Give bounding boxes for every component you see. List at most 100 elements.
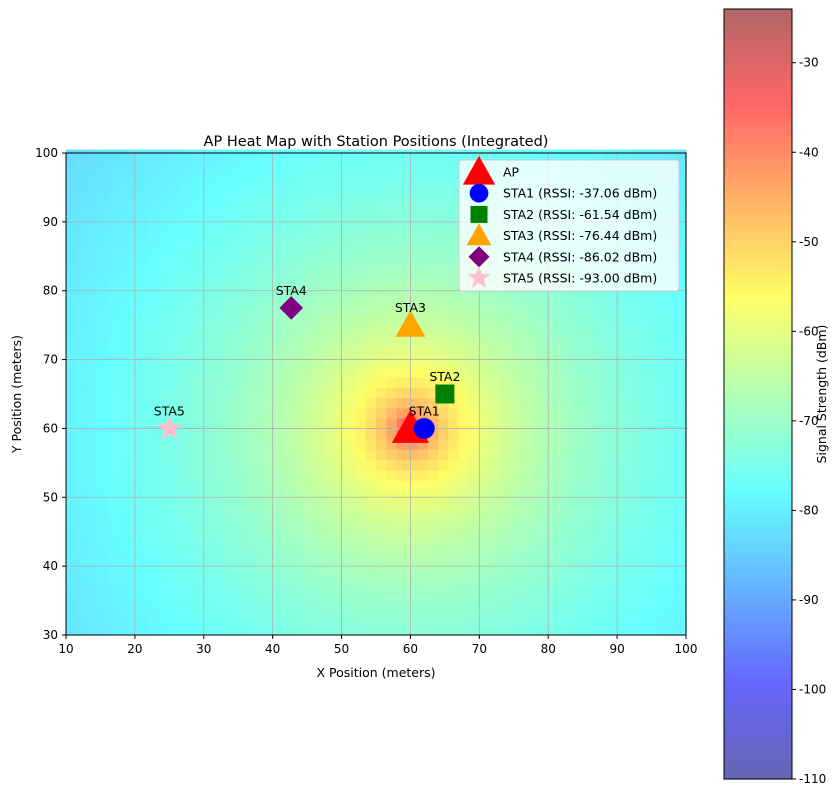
heatmap-cell [510,490,522,502]
heatmap-cell [675,573,687,584]
colorbar-segment [724,675,792,680]
heatmap-cell [293,263,305,275]
heatmap-cell [138,211,150,223]
heatmap-cell [469,480,480,491]
colorbar-segment [724,755,792,761]
heatmap-cell [655,490,666,502]
heatmap-cell [148,480,160,491]
heatmap-cell [272,294,284,306]
heatmap-cell [252,614,263,626]
heatmap-cell [427,449,439,461]
heatmap-cell [66,263,77,275]
heatmap-cell [190,593,201,605]
heatmap-cell [231,469,243,481]
heatmap-cell [293,170,305,182]
heatmap-cell [365,180,377,192]
heatmap-cell [66,180,77,192]
heatmap-cell [76,335,88,347]
heatmap-cell [262,190,274,202]
heatmap-cell [210,480,222,491]
heatmap-cell [138,542,150,553]
heatmap-cell [107,242,119,254]
heatmap-cell [148,614,160,626]
heatmap-cell [241,542,253,553]
heatmap-cell [231,387,243,399]
colorbar-segment [724,374,792,380]
heatmap-cell [489,573,501,584]
heatmap-cell [221,201,232,213]
heatmap-cell [355,469,367,481]
y-tick-label: 70 [43,353,58,367]
heatmap-cell [510,376,522,388]
heatmap-cell [438,314,449,326]
heatmap-cell [365,438,377,450]
heatmap-cell [448,345,460,357]
heatmap-cell [438,252,449,264]
heatmap-cell [86,159,98,171]
heatmap-cell [272,624,284,636]
heatmap-cell [582,490,594,502]
heatmap-cell [314,252,325,264]
heatmap-cell [634,449,646,461]
colorbar-segment [724,598,792,603]
heatmap-cell [345,159,356,171]
heatmap-cell [655,604,666,615]
heatmap-cell [644,511,656,522]
heatmap-cell [510,397,522,409]
heatmap-cell [417,500,429,512]
heatmap-cell [76,614,88,626]
heatmap-cell [97,624,108,636]
heatmap-cell [128,376,139,388]
heatmap-cell [396,366,408,378]
heatmap-cell [117,325,129,337]
heatmap-cell [562,614,573,626]
heatmap-cell [634,387,646,399]
heatmap-cell [675,500,687,512]
heatmap-cell [355,294,367,306]
heatmap-cell [117,511,129,522]
heatmap-cell [200,201,212,213]
heatmap-cell [531,314,542,326]
heatmap-cell [97,418,108,430]
heatmap-cell [159,573,170,584]
heatmap-cell [334,325,346,337]
heatmap-cell [624,376,635,388]
heatmap-cell [252,242,263,254]
heatmap-cell [603,500,615,512]
heatmap-cell [345,459,356,471]
heatmap-cell [200,376,212,388]
heatmap-cell [376,149,387,161]
heatmap-cell [324,449,336,461]
heatmap-cell [520,325,532,337]
heatmap-cell [562,562,573,574]
heatmap-cell [541,366,553,378]
heatmap-cell [365,397,377,409]
heatmap-cell [97,304,108,316]
heatmap-cell [634,552,646,564]
heatmap-cell [593,438,604,450]
heatmap-cell [210,418,222,430]
heatmap-cell [469,335,480,347]
heatmap-cell [179,387,191,399]
heatmap-cell [138,480,150,491]
heatmap-cell [396,304,408,316]
heatmap-cell [107,149,119,161]
heatmap-cell [128,201,139,213]
heatmap-cell [324,201,336,213]
heatmap-cell [603,614,615,626]
heatmap-cell [66,500,77,512]
heatmap-cell [572,325,584,337]
heatmap-cell [241,180,253,192]
heatmap-cell [272,562,284,574]
heatmap-cell [448,573,460,584]
heatmap-cell [179,159,191,171]
heatmap-cell [603,480,615,491]
heatmap-cell [97,314,108,326]
heatmap-cell [200,552,212,564]
heatmap-cell [562,500,573,512]
heatmap-cell [489,345,501,357]
heatmap-cell [76,211,88,223]
heatmap-cell [138,242,150,254]
heatmap-cell [582,304,594,316]
heatmap-cell [324,387,336,399]
